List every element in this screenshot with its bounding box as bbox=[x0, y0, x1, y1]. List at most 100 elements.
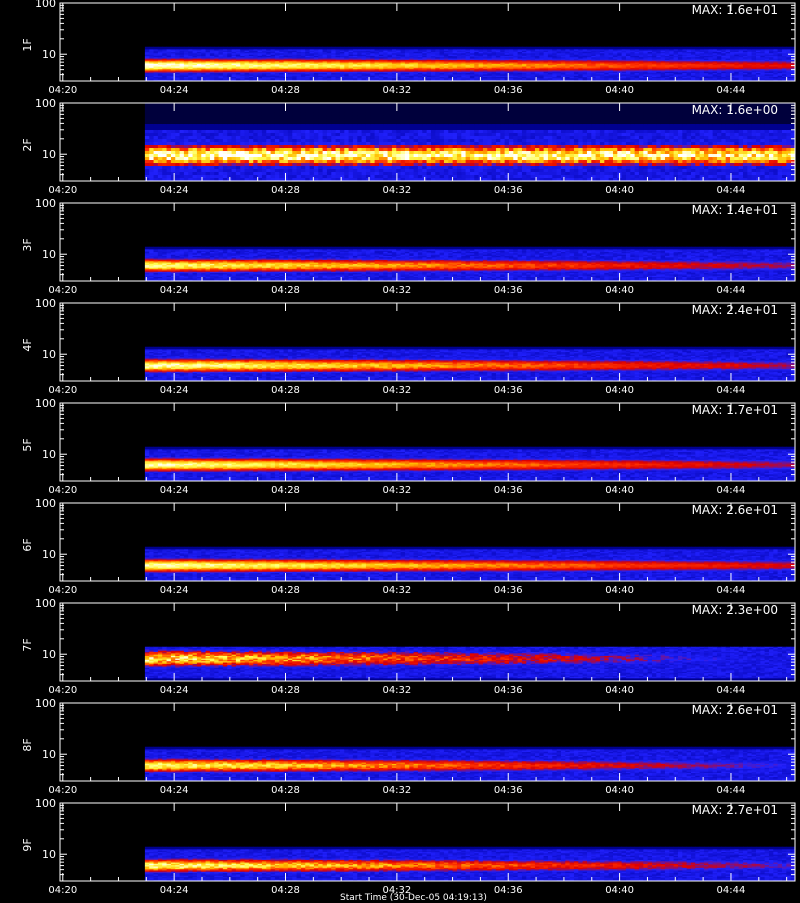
heatmap-cell bbox=[240, 103, 245, 106]
heatmap-cell bbox=[219, 163, 224, 166]
heatmap-cell bbox=[245, 154, 250, 157]
heatmap-cell bbox=[240, 121, 245, 124]
heatmap-cell bbox=[284, 133, 289, 136]
heatmap-cell bbox=[292, 112, 297, 115]
heatmap-cell bbox=[279, 136, 284, 139]
heatmap-cell bbox=[158, 106, 163, 109]
heatmap-cell bbox=[284, 154, 289, 157]
heatmap-cell bbox=[288, 172, 293, 175]
heatmap-cell bbox=[279, 160, 284, 163]
heatmap-cell bbox=[245, 142, 250, 145]
heatmap-cell bbox=[197, 124, 202, 127]
heatmap-cell bbox=[193, 172, 198, 175]
heatmap-cell bbox=[145, 175, 150, 178]
heatmap-cell bbox=[240, 175, 245, 178]
heatmap-cell bbox=[275, 115, 280, 118]
heatmap-cell bbox=[305, 151, 310, 154]
heatmap-cell bbox=[158, 169, 163, 172]
heatmap-cell bbox=[175, 175, 180, 178]
heatmap-cell bbox=[197, 151, 202, 154]
heatmap-cell bbox=[210, 157, 215, 160]
heatmap-cell bbox=[297, 115, 302, 118]
heatmap-cell bbox=[145, 169, 150, 172]
heatmap-cell bbox=[223, 175, 228, 178]
heatmap-cell bbox=[258, 172, 263, 175]
heatmap-cell bbox=[297, 169, 302, 172]
heatmap-cell bbox=[171, 109, 176, 112]
heatmap-cell bbox=[206, 175, 211, 178]
heatmap-cell bbox=[249, 112, 254, 115]
heatmap-cell bbox=[175, 148, 180, 151]
heatmap-cell bbox=[219, 136, 224, 139]
heatmap-cell bbox=[223, 172, 228, 175]
heatmap-cell bbox=[266, 124, 271, 127]
heatmap-cell bbox=[275, 106, 280, 109]
heatmap-cell bbox=[219, 112, 224, 115]
heatmap-cell bbox=[245, 172, 250, 175]
heatmap-cell bbox=[175, 124, 180, 127]
heatmap-cell bbox=[193, 166, 198, 169]
heatmap-cell bbox=[188, 136, 193, 139]
heatmap-cell bbox=[210, 130, 215, 133]
heatmap-cell bbox=[271, 112, 276, 115]
heatmap-cell bbox=[158, 175, 163, 178]
heatmap-cell bbox=[305, 172, 310, 175]
heatmap-cell bbox=[145, 103, 150, 106]
heatmap-cell bbox=[145, 139, 150, 142]
heatmap-cell bbox=[297, 154, 302, 157]
heatmap-cell bbox=[210, 139, 215, 142]
heatmap-cell bbox=[310, 106, 315, 109]
heatmap-cell bbox=[171, 166, 176, 169]
heatmap-cell bbox=[236, 136, 241, 139]
heatmap-cell bbox=[149, 118, 154, 121]
heatmap-cell bbox=[275, 172, 280, 175]
heatmap-cell bbox=[180, 163, 185, 166]
heatmap-cell bbox=[171, 169, 176, 172]
heatmap-cell bbox=[236, 127, 241, 130]
heatmap-cell bbox=[193, 121, 198, 124]
heatmap-cell bbox=[171, 151, 176, 154]
heatmap-cell bbox=[279, 169, 284, 172]
heatmap-cell bbox=[219, 109, 224, 112]
heatmap-cell bbox=[301, 112, 306, 115]
heatmap-cell bbox=[175, 166, 180, 169]
heatmap-cell bbox=[154, 121, 159, 124]
heatmap-cell bbox=[266, 157, 271, 160]
heatmap-cell bbox=[301, 103, 306, 106]
heatmap-cell bbox=[253, 127, 258, 130]
heatmap-cell bbox=[210, 106, 215, 109]
heatmap-cell bbox=[223, 118, 228, 121]
heatmap-cell bbox=[297, 106, 302, 109]
heatmap-cell bbox=[167, 112, 172, 115]
heatmap-cell bbox=[214, 157, 219, 160]
heatmap-cell bbox=[249, 145, 254, 148]
heatmap-cell bbox=[301, 130, 306, 133]
x-tick-label: 04:32 bbox=[382, 85, 411, 96]
heatmap-cell bbox=[284, 151, 289, 154]
heatmap-cell bbox=[292, 145, 297, 148]
heatmap-cell bbox=[175, 169, 180, 172]
heatmap-cell bbox=[193, 115, 198, 118]
heatmap-cell bbox=[175, 106, 180, 109]
heatmap-cell bbox=[158, 157, 163, 160]
heatmap-cell bbox=[158, 160, 163, 163]
heatmap-cell bbox=[258, 169, 263, 172]
heatmap-cell bbox=[206, 103, 211, 106]
heatmap-cell bbox=[240, 151, 245, 154]
heatmap-cell bbox=[210, 169, 215, 172]
heatmap-cell bbox=[197, 115, 202, 118]
heatmap-cell bbox=[305, 115, 310, 118]
heatmap-cell bbox=[240, 172, 245, 175]
heatmap-cell bbox=[201, 118, 206, 121]
heatmap-cell bbox=[201, 109, 206, 112]
heatmap-cell bbox=[175, 142, 180, 145]
heatmap-cell bbox=[236, 151, 241, 154]
heatmap-cell bbox=[262, 112, 267, 115]
heatmap-cell bbox=[206, 106, 211, 109]
heatmap-cell bbox=[149, 106, 154, 109]
heatmap-cell bbox=[197, 172, 202, 175]
heatmap-cell bbox=[193, 106, 198, 109]
heatmap-cell bbox=[210, 136, 215, 139]
heatmap-cell bbox=[206, 151, 211, 154]
heatmap-cell bbox=[158, 103, 163, 106]
